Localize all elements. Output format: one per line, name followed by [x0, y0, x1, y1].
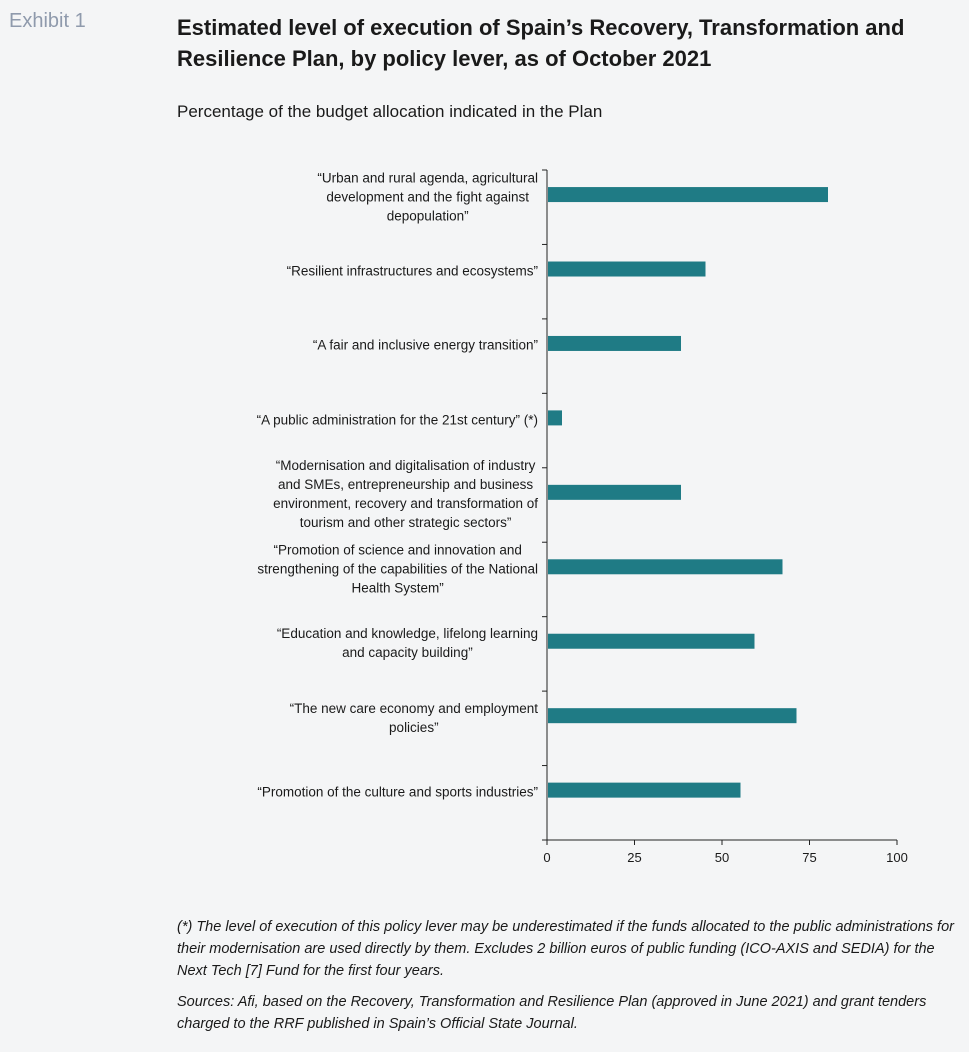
category-label-line: “A fair and inclusive energy transition”: [312, 337, 538, 353]
category-label-line: environment, recovery and transformation…: [273, 496, 538, 512]
category-label: “Promotion of the culture and sports ind…: [257, 783, 538, 802]
chart-footnote: (*) The level of execution of this polic…: [177, 919, 954, 979]
category-label-line: and capacity building”: [342, 645, 473, 661]
category-label-line: “A public administration for the 21st ce…: [256, 412, 538, 428]
category-label-line: tourism and other strategic sectors”: [299, 515, 512, 531]
category-label-line: Health System”: [351, 580, 444, 596]
category-label-line: “Education and knowledge, lifelong learn…: [276, 626, 538, 642]
bar-chart: 0 25 50 75 100: [542, 169, 908, 865]
chart-title: Estimated level of execution of Spain’s …: [177, 15, 905, 71]
category-label: “Resilient infrastructures and ecosystem…: [287, 262, 538, 281]
exhibit-label: Exhibit 1: [9, 10, 86, 32]
bar: [548, 559, 783, 575]
category-label: “Education and knowledge, lifelong learn…: [277, 624, 538, 662]
bar: [548, 633, 755, 649]
bar: [548, 484, 681, 500]
x-tick-label: 100: [886, 850, 908, 865]
x-tick-label: 50: [715, 850, 729, 865]
category-label: “Urban and rural agenda, agricultural dev…: [317, 168, 538, 225]
x-tick-label: 0: [543, 850, 550, 865]
category-label-line: “Promotion of science and innovation and: [273, 542, 522, 558]
x-tick-label: 25: [627, 850, 641, 865]
bar: [548, 261, 706, 277]
category-label-line: and SMEs, entrepreneurship and business: [277, 477, 534, 493]
category-label-line: “Resilient infrastructures and ecosystem…: [286, 263, 538, 279]
bar: [548, 410, 562, 426]
category-label: “The new care economy and employment poli…: [290, 699, 538, 737]
bar: [548, 782, 741, 798]
category-label: “A public administration for the 21st ce…: [257, 410, 538, 429]
chart-subtitle: Percentage of the budget allocation indi…: [177, 102, 603, 121]
category-label-line: “Urban and rural agenda, agricultural: [317, 170, 538, 186]
category-label-line: “The new care economy and employment: [289, 700, 538, 716]
category-label-line: development and the fight against: [326, 189, 529, 205]
bar: [548, 335, 681, 351]
chart-sources: Sources: Afi, based on the Recovery, Tra…: [177, 994, 927, 1032]
category-label-line: “Modernisation and digitalisation of ind…: [275, 458, 536, 474]
category-label-line: “Promotion of the culture and sports ind…: [257, 784, 538, 800]
category-label-line: depopulation”: [386, 208, 469, 224]
category-label: “Promotion of science and innovation and…: [257, 540, 538, 597]
category-label-line: policies”: [389, 719, 439, 735]
bar: [548, 187, 828, 203]
category-label-line: strengthening of the capabilities of the…: [257, 561, 538, 577]
x-tick-label: 75: [802, 850, 816, 865]
category-label: “A fair and inclusive energy transition”: [313, 336, 538, 355]
bar: [548, 708, 797, 724]
category-label: “Modernisation and digitalisation of ind…: [273, 456, 538, 532]
